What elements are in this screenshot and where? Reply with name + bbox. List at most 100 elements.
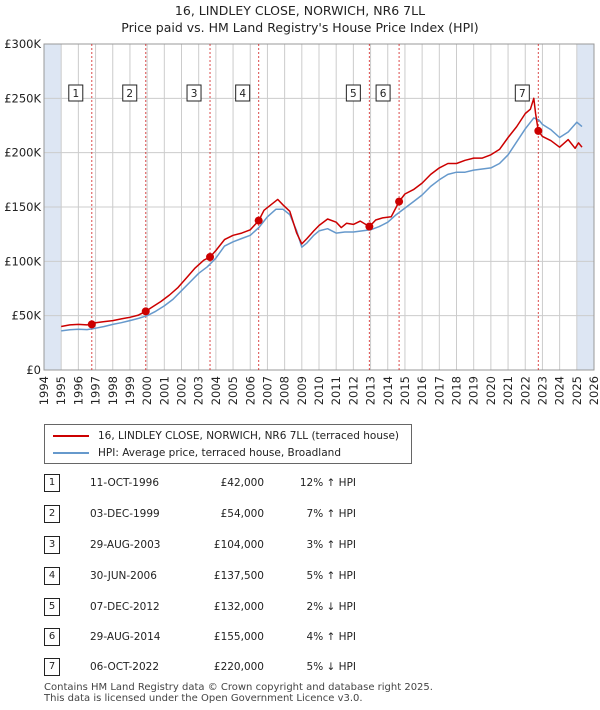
y-tick-label: £50K xyxy=(12,309,42,323)
footer: Contains HM Land Registry data © Crown c… xyxy=(44,682,433,704)
sale-number-label: 6 xyxy=(380,88,387,100)
x-tick-label: 2026 xyxy=(587,376,600,405)
x-tick-label: 1999 xyxy=(123,376,137,405)
y-tick-label: £0 xyxy=(26,363,41,377)
sale-date: 11-OCT-1996 xyxy=(90,477,159,489)
x-tick-label: 2015 xyxy=(398,376,412,405)
plot-frame xyxy=(43,43,595,371)
sale-hpi-diff: 2% ↓ HPI xyxy=(306,601,356,613)
table-row: 7 06-OCT-2022 £220,000 5% ↓ HPI xyxy=(44,658,404,676)
table-row: 5 07-DEC-2012 £132,000 2% ↓ HPI xyxy=(44,598,404,616)
sale-price: £132,000 xyxy=(213,601,264,613)
table-row: 3 29-AUG-2003 £104,000 3% ↑ HPI xyxy=(44,536,404,554)
legend-item-price: 16, LINDLEY CLOSE, NORWICH, NR6 7LL (ter… xyxy=(53,428,399,444)
x-tick-label: 2017 xyxy=(432,376,446,405)
sale-hpi-diff: 4% ↑ HPI xyxy=(306,631,356,643)
sale-number-box xyxy=(122,84,138,102)
sale-price: £42,000 xyxy=(220,477,264,489)
table-row: 2 03-DEC-1999 £54,000 7% ↑ HPI xyxy=(44,505,404,523)
x-tick-label: 2025 xyxy=(570,376,584,405)
sale-point xyxy=(395,197,404,206)
y-tick-label: £250K xyxy=(4,91,41,105)
x-tick-label: 2002 xyxy=(175,376,189,405)
table-row: 1 11-OCT-1996 £42,000 12% ↑ HPI xyxy=(44,474,404,492)
legend-item-hpi: HPI: Average price, terraced house, Broa… xyxy=(53,445,341,461)
sale-number-box: 1 xyxy=(44,474,60,492)
y-tick-label: £100K xyxy=(4,254,41,268)
sale-number-box: 3 xyxy=(44,536,60,554)
sale-point xyxy=(87,320,96,329)
x-tick-label: 2003 xyxy=(192,376,206,405)
price-paid-line xyxy=(61,97,583,328)
sale-price: £104,000 xyxy=(213,539,264,551)
legend-swatch-hpi xyxy=(53,452,89,454)
sale-date: 30-JUN-2006 xyxy=(90,570,157,582)
x-tick-label: 2010 xyxy=(312,376,326,405)
x-tick-label: 2001 xyxy=(157,376,171,405)
sale-number-box xyxy=(68,84,84,102)
footer-licence: This data is licensed under the Open Gov… xyxy=(44,693,363,704)
x-tick-label: 2012 xyxy=(346,376,360,405)
sale-date: 29-AUG-2014 xyxy=(90,631,161,643)
x-tick-label: 1996 xyxy=(71,376,85,405)
sale-number-box xyxy=(345,84,361,102)
y-tick-label: £200K xyxy=(4,146,41,160)
x-tick-label: 2000 xyxy=(140,376,154,405)
sale-number-label: 2 xyxy=(126,88,133,100)
x-tick-label: 1997 xyxy=(89,376,103,405)
sale-price: £155,000 xyxy=(213,631,264,643)
table-row: 4 30-JUN-2006 £137,500 5% ↑ HPI xyxy=(44,567,404,585)
y-tick-label: £150K xyxy=(4,200,41,214)
sale-number-label: 4 xyxy=(239,88,246,100)
x-tick-label: 2021 xyxy=(501,376,515,405)
sale-date: 06-OCT-2022 xyxy=(90,661,159,673)
sale-number-box: 2 xyxy=(44,505,60,523)
legend: 16, LINDLEY CLOSE, NORWICH, NR6 7LL (ter… xyxy=(44,424,412,464)
sale-point xyxy=(141,307,150,316)
chart-title: 16, LINDLEY CLOSE, NORWICH, NR6 7LL Pric… xyxy=(0,2,600,36)
sale-number-box: 6 xyxy=(44,628,60,646)
legend-swatch-price xyxy=(53,435,89,437)
sale-number-label: 1 xyxy=(72,88,79,100)
sale-number-label: 3 xyxy=(191,88,198,100)
sale-number-box xyxy=(235,84,251,102)
sale-date: 07-DEC-2012 xyxy=(90,601,160,613)
x-tick-label: 1994 xyxy=(37,376,51,405)
chart-title-line1: 16, LINDLEY CLOSE, NORWICH, NR6 7LL xyxy=(174,3,426,18)
x-tick-label: 2022 xyxy=(518,376,532,405)
x-tick-label: 2011 xyxy=(329,376,343,405)
sale-number-box xyxy=(514,84,530,102)
sale-number-label: 7 xyxy=(519,88,526,100)
sale-number-box: 5 xyxy=(44,598,60,616)
sale-hpi-diff: 5% ↓ HPI xyxy=(306,661,356,673)
sale-point xyxy=(206,252,215,261)
x-tick-label: 2013 xyxy=(364,376,378,405)
x-tick-label: 2019 xyxy=(467,376,481,405)
x-tick-label: 2014 xyxy=(381,376,395,405)
sale-price: £54,000 xyxy=(220,508,264,520)
sale-hpi-diff: 5% ↑ HPI xyxy=(306,570,356,582)
x-tick-label: 2020 xyxy=(484,376,498,405)
x-tick-label: 2018 xyxy=(450,376,464,405)
x-tick-label: 2008 xyxy=(278,376,292,405)
legend-label-hpi: HPI: Average price, terraced house, Broa… xyxy=(98,447,341,459)
sale-price: £220,000 xyxy=(213,661,264,673)
x-tick-label: 2005 xyxy=(226,376,240,405)
x-tick-label: 1995 xyxy=(54,376,68,405)
x-tick-label: 1998 xyxy=(106,376,120,405)
hpi-line xyxy=(61,117,583,332)
x-tick-label: 2023 xyxy=(535,376,549,405)
y-tick-label: £300K xyxy=(4,37,41,51)
sale-number-box xyxy=(186,84,202,102)
x-tick-label: 2016 xyxy=(415,376,429,405)
chart-title-line2: Price paid vs. HM Land Registry's House … xyxy=(121,20,479,35)
x-tick-label: 2006 xyxy=(243,376,257,405)
sale-price: £137,500 xyxy=(213,570,264,582)
sale-hpi-diff: 7% ↑ HPI xyxy=(306,508,356,520)
sale-number-box: 7 xyxy=(44,658,60,676)
sale-point xyxy=(365,222,374,231)
sale-number-box: 4 xyxy=(44,567,60,585)
x-tick-label: 2004 xyxy=(209,376,223,405)
sale-hpi-diff: 3% ↑ HPI xyxy=(306,539,356,551)
